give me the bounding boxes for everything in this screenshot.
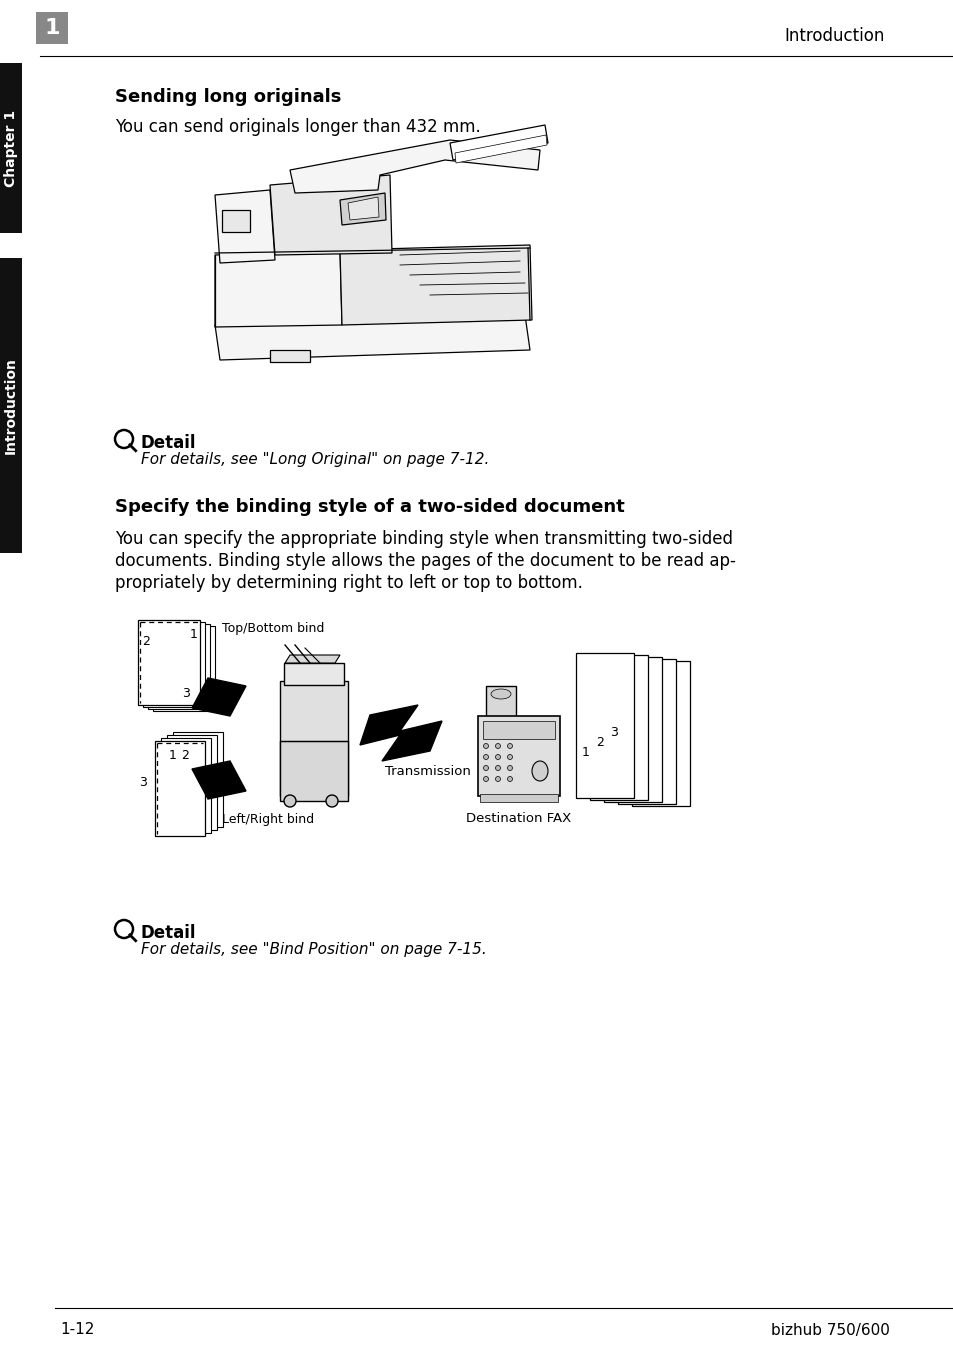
Circle shape bbox=[507, 754, 512, 760]
Bar bbox=[222, 210, 250, 233]
Bar bbox=[479, 794, 558, 802]
Bar bbox=[284, 662, 344, 685]
Text: 1: 1 bbox=[44, 18, 60, 38]
Polygon shape bbox=[270, 174, 392, 256]
Polygon shape bbox=[192, 761, 246, 799]
Circle shape bbox=[507, 776, 512, 781]
Bar bbox=[154, 741, 205, 836]
Text: Sending long originals: Sending long originals bbox=[115, 88, 341, 105]
Polygon shape bbox=[214, 191, 274, 264]
Circle shape bbox=[284, 795, 295, 807]
Text: 3: 3 bbox=[182, 687, 190, 700]
Polygon shape bbox=[285, 654, 339, 662]
Text: 1: 1 bbox=[190, 627, 197, 641]
Polygon shape bbox=[290, 141, 539, 193]
Polygon shape bbox=[214, 250, 341, 327]
Text: You can specify the appropriate binding style when transmitting two-sided: You can specify the appropriate binding … bbox=[115, 530, 732, 548]
Bar bbox=[172, 731, 223, 827]
Text: propriately by determining right to left or top to bottom.: propriately by determining right to left… bbox=[115, 575, 582, 592]
Text: Introduction: Introduction bbox=[4, 357, 18, 454]
Bar bbox=[0, 64, 22, 233]
Text: Left/Right bind: Left/Right bind bbox=[222, 813, 314, 826]
Text: For details, see "Long Original" on page 7-12.: For details, see "Long Original" on page… bbox=[141, 452, 489, 466]
Text: documents. Binding style allows the pages of the document to be read ap-: documents. Binding style allows the page… bbox=[115, 552, 735, 571]
Bar bbox=[603, 657, 661, 802]
Polygon shape bbox=[348, 197, 378, 220]
Bar bbox=[36, 12, 68, 45]
Text: Specify the binding style of a two-sided document: Specify the binding style of a two-sided… bbox=[115, 498, 624, 516]
Text: Transmission: Transmission bbox=[385, 765, 471, 777]
Circle shape bbox=[495, 765, 500, 771]
Bar bbox=[477, 717, 559, 796]
Text: 1: 1 bbox=[169, 749, 176, 763]
Text: 2: 2 bbox=[181, 749, 189, 763]
Bar bbox=[631, 661, 689, 806]
Text: Destination FAX: Destination FAX bbox=[466, 813, 571, 825]
Bar bbox=[152, 626, 214, 711]
Circle shape bbox=[483, 776, 488, 781]
Bar bbox=[138, 621, 200, 704]
Circle shape bbox=[495, 744, 500, 749]
Polygon shape bbox=[359, 704, 441, 761]
Ellipse shape bbox=[532, 761, 547, 781]
Text: Chapter 1: Chapter 1 bbox=[4, 110, 18, 187]
Bar bbox=[270, 350, 310, 362]
Bar bbox=[485, 685, 516, 721]
Circle shape bbox=[483, 744, 488, 749]
Polygon shape bbox=[339, 245, 532, 324]
Text: 2: 2 bbox=[142, 635, 150, 648]
Bar bbox=[482, 721, 555, 740]
Bar bbox=[576, 653, 634, 798]
Polygon shape bbox=[455, 135, 546, 164]
Polygon shape bbox=[214, 315, 530, 360]
Bar bbox=[589, 654, 647, 800]
Bar bbox=[618, 658, 676, 804]
Text: 2: 2 bbox=[596, 737, 603, 749]
Circle shape bbox=[483, 754, 488, 760]
Bar bbox=[161, 738, 211, 833]
Polygon shape bbox=[450, 124, 547, 160]
Bar bbox=[0, 258, 22, 553]
Text: Detail: Detail bbox=[141, 434, 196, 452]
Text: 1: 1 bbox=[581, 746, 589, 760]
Circle shape bbox=[483, 765, 488, 771]
Bar bbox=[280, 681, 348, 796]
Text: Introduction: Introduction bbox=[783, 27, 884, 45]
Circle shape bbox=[326, 795, 337, 807]
Text: Detail: Detail bbox=[141, 923, 196, 942]
Circle shape bbox=[495, 776, 500, 781]
Text: bizhub 750/600: bizhub 750/600 bbox=[770, 1322, 889, 1337]
Text: You can send originals longer than 432 mm.: You can send originals longer than 432 m… bbox=[115, 118, 480, 137]
Bar bbox=[143, 622, 205, 707]
Text: 3: 3 bbox=[139, 776, 147, 790]
Text: 1-12: 1-12 bbox=[60, 1322, 94, 1337]
Text: 3: 3 bbox=[609, 726, 618, 740]
Circle shape bbox=[507, 765, 512, 771]
Bar bbox=[167, 735, 216, 830]
Text: For details, see "Bind Position" on page 7-15.: For details, see "Bind Position" on page… bbox=[141, 942, 486, 957]
Bar bbox=[148, 625, 210, 708]
Circle shape bbox=[507, 744, 512, 749]
Bar bbox=[280, 741, 348, 800]
Polygon shape bbox=[339, 193, 386, 224]
Circle shape bbox=[495, 754, 500, 760]
Text: Top/Bottom bind: Top/Bottom bind bbox=[222, 622, 324, 635]
Ellipse shape bbox=[491, 690, 511, 699]
Polygon shape bbox=[192, 677, 246, 717]
